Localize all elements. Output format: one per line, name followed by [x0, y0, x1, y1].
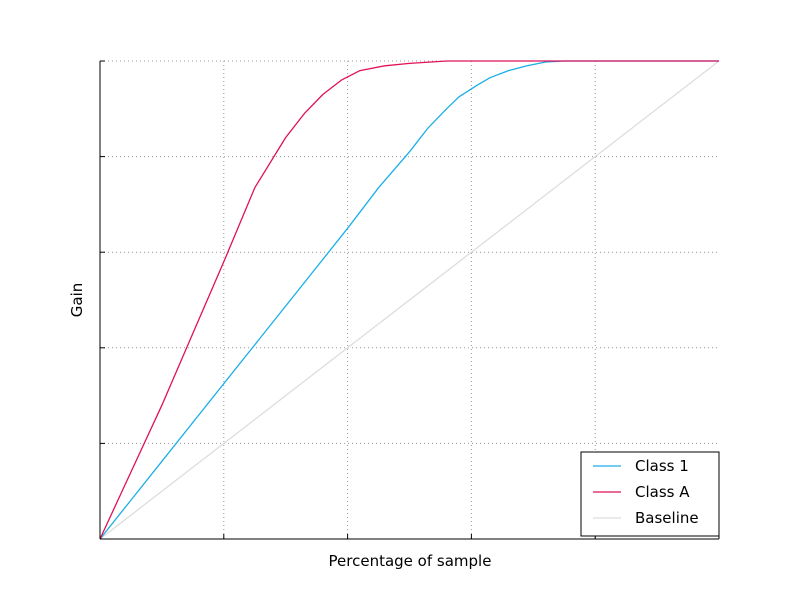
series-line-class-a: [99, 60, 719, 540]
legend: Class 1 Class A Baseline: [580, 451, 720, 537]
legend-label-class-1: Class 1: [635, 457, 689, 475]
series-line-class-1: [99, 60, 719, 540]
legend-label-class-a: Class A: [635, 483, 690, 501]
series-line-baseline: [99, 60, 720, 540]
legend-label-baseline: Baseline: [635, 509, 699, 527]
axes: [99, 60, 720, 540]
x-axis-label: Percentage of sample: [329, 552, 492, 570]
y-axis-label: Gain: [68, 283, 86, 318]
series-lines: [99, 60, 720, 540]
